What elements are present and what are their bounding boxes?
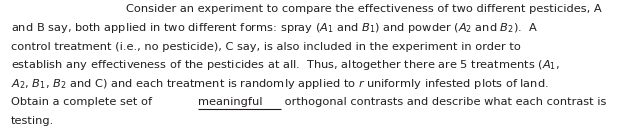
Text: control treatment (i.e., no pesticide), C say, is also included in the experimen: control treatment (i.e., no pesticide), … (11, 41, 521, 52)
Text: orthogonal contrasts and describe what each contrast is: orthogonal contrasts and describe what e… (281, 97, 607, 107)
Text: testing.: testing. (11, 116, 54, 126)
Text: $A_2$, $B_1$, $B_2$ and C) and each treatment is randomly applied to $r$ uniform: $A_2$, $B_1$, $B_2$ and C) and each trea… (11, 77, 549, 91)
Text: and B say, both applied in two different forms: spray ($A_1$ and $B_1$) and powd: and B say, both applied in two different… (11, 21, 538, 35)
Text: meaningful: meaningful (198, 97, 262, 107)
Text: establish any effectiveness of the pesticides at all.  Thus, altogether there ar: establish any effectiveness of the pesti… (11, 58, 560, 72)
Text: Obtain a complete set of: Obtain a complete set of (11, 97, 156, 107)
Text: Consider an experiment to compare the effectiveness of two different pesticides,: Consider an experiment to compare the ef… (126, 4, 602, 14)
